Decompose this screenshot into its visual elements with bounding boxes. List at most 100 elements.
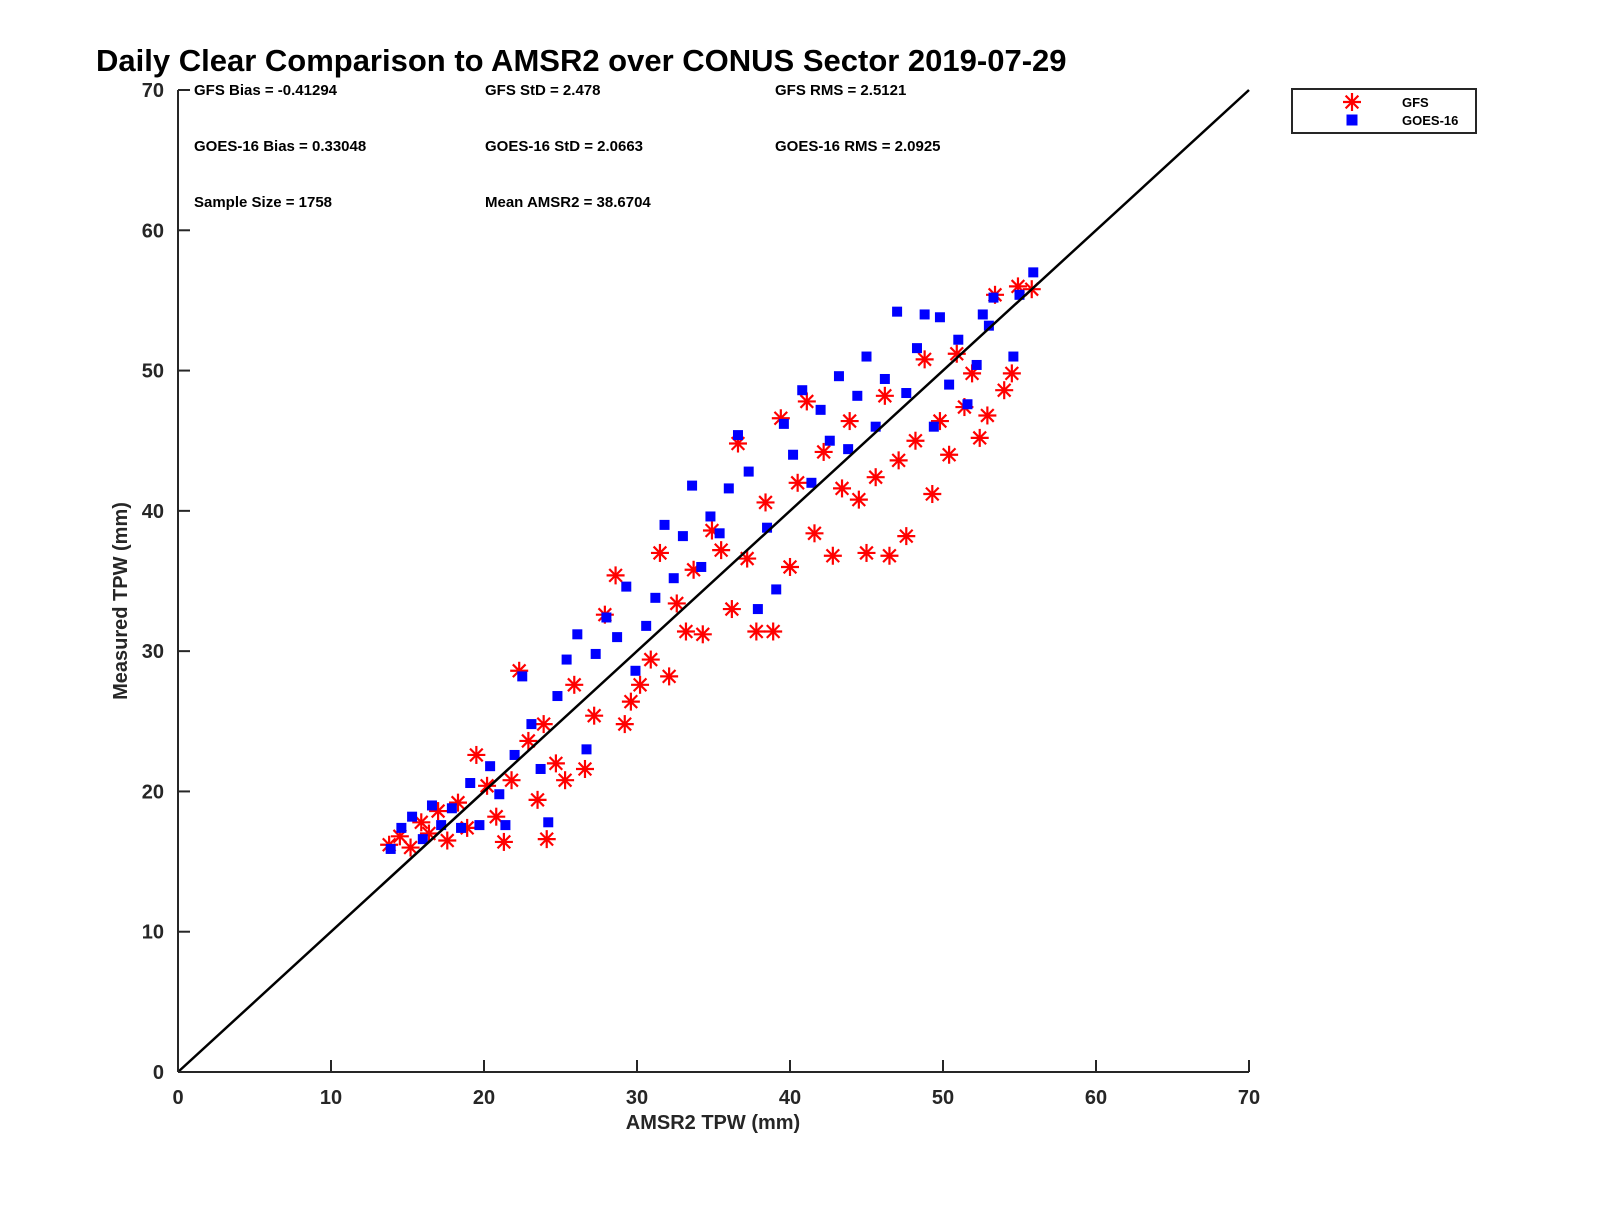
goes16-point: [953, 334, 964, 345]
chart-title: Daily Clear Comparison to AMSR2 over CON…: [96, 43, 1067, 78]
gfs-point: [502, 771, 521, 790]
gfs-point: [650, 543, 669, 562]
legend-box: [1291, 88, 1477, 134]
goes16-point: [852, 390, 863, 401]
gfs-point: [510, 661, 529, 680]
x-axis-ticks: 0 10 20 30 40 50 60 70: [172, 1060, 1260, 1109]
y-axis-ticks: 0 10 20 30 40 50 60 70: [142, 80, 190, 1084]
goes16-point: [919, 309, 930, 320]
goes16-point: [983, 320, 994, 331]
gfs-point: [866, 468, 885, 487]
goes16-point: [456, 822, 467, 833]
goes16-point: [590, 648, 601, 659]
x-tick-label: 30: [626, 1087, 648, 1109]
goes16-point: [621, 581, 632, 592]
goes16-point: [543, 817, 554, 828]
gfs-point: [738, 549, 757, 568]
goes16-point: [561, 654, 572, 665]
goes16-point: [723, 483, 734, 494]
y-tick-label: 0: [153, 1062, 164, 1084]
goes16-point: [714, 528, 725, 539]
goes16-point: [500, 820, 511, 831]
goes16-point: [485, 761, 496, 772]
y-tick-label: 10: [142, 922, 164, 944]
goes16-point: [977, 309, 988, 320]
gfs-point: [621, 692, 640, 711]
gfs-point: [528, 790, 547, 809]
gfs-point: [467, 745, 486, 764]
gfs-point: [534, 715, 553, 734]
y-axis-label: Measured TPW (mm): [110, 502, 132, 700]
goes16-point: [552, 691, 563, 702]
legend-goes16-marker: [1346, 114, 1358, 126]
goes16-point: [788, 449, 799, 460]
goes16-point: [843, 444, 854, 455]
gfs-point: [487, 807, 506, 826]
gfs-point: [788, 473, 807, 492]
gfs-point: [940, 445, 959, 464]
gfs-point: [631, 675, 650, 694]
goes16-point: [771, 584, 782, 595]
goes16-point: [465, 778, 476, 789]
x-tick-label: 10: [320, 1087, 342, 1109]
goes16-point: [494, 789, 505, 800]
goes16-point: [446, 803, 457, 814]
gfs-point: [606, 566, 625, 585]
gfs-point: [537, 830, 556, 849]
goes16-point: [385, 843, 396, 854]
gfs-point: [494, 832, 513, 851]
goes16-point: [934, 312, 945, 323]
stat-annotation: GFS Bias = -0.41294: [194, 82, 338, 99]
stat-annotation: Sample Size = 1758: [194, 194, 332, 211]
goes16-series: [385, 267, 1039, 854]
goes16-point: [535, 763, 546, 774]
goes16-point: [815, 404, 826, 415]
gfs-point: [880, 546, 899, 565]
gfs-point: [565, 675, 584, 694]
goes16-point: [705, 511, 716, 522]
gfs-point: [797, 392, 816, 411]
goes16-point: [601, 612, 612, 623]
gfs-point: [556, 771, 575, 790]
x-tick-label: 60: [1085, 1087, 1107, 1109]
y-tick-label: 40: [142, 501, 164, 523]
goes16-point: [426, 800, 437, 811]
goes16-point: [833, 371, 844, 382]
gfs-point: [667, 594, 686, 613]
goes16-point: [944, 379, 955, 390]
goes16-point: [677, 531, 688, 542]
gfs-point: [915, 350, 934, 369]
gfs-point: [693, 625, 712, 644]
identity-line: [177, 89, 1250, 1073]
gfs-point: [897, 527, 916, 546]
goes16-point: [743, 466, 754, 477]
gfs-point: [519, 731, 538, 750]
legend-gfs-marker: [1343, 93, 1361, 111]
gfs-point: [1002, 364, 1021, 383]
goes16-point: [732, 430, 743, 441]
goes16-point: [659, 519, 670, 530]
x-tick-label: 40: [779, 1087, 801, 1109]
goes16-point: [509, 749, 520, 760]
gfs-point: [712, 541, 731, 560]
goes16-point: [1028, 267, 1039, 278]
gfs-point: [1008, 277, 1027, 296]
x-tick-label: 0: [172, 1087, 183, 1109]
gfs-point: [615, 715, 634, 734]
stat-annotation: GFS StD = 2.478: [485, 82, 600, 99]
gfs-point: [641, 650, 660, 669]
goes16-point: [474, 820, 485, 831]
goes16-point: [572, 629, 583, 640]
gfs-point: [923, 485, 942, 504]
gfs-point: [875, 386, 894, 405]
x-tick-label: 20: [473, 1087, 495, 1109]
goes16-point: [824, 435, 835, 446]
legend: GFS GOES-16: [1291, 88, 1477, 134]
goes16-point: [762, 522, 773, 533]
gfs-point: [764, 622, 783, 641]
x-tick-label: 50: [932, 1087, 954, 1109]
y-tick-label: 20: [142, 781, 164, 803]
legend-gfs-label: GFS: [1402, 95, 1429, 110]
stat-annotation: GOES-16 StD = 2.0663: [485, 138, 643, 155]
stat-annotation: Mean AMSR2 = 38.6704: [485, 194, 651, 211]
